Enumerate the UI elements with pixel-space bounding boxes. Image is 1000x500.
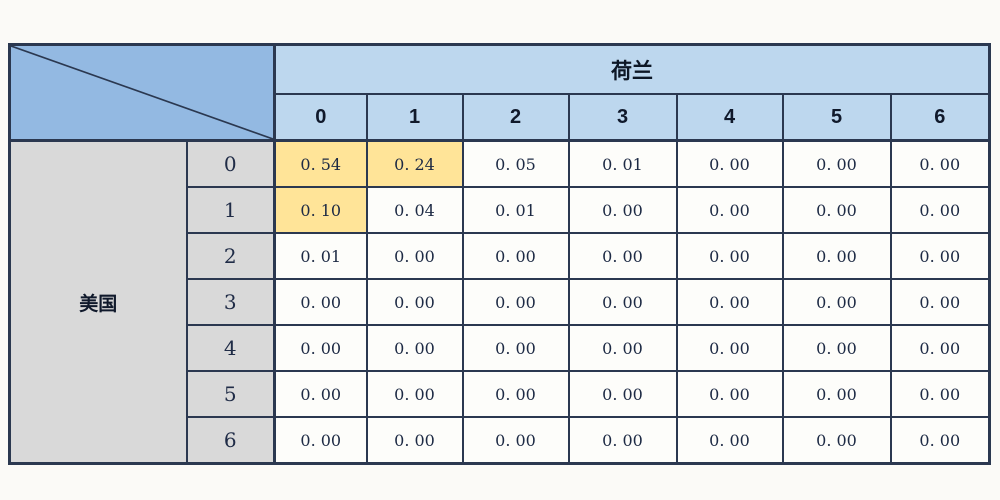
value-cell: 0. 00 bbox=[675, 416, 784, 465]
value-cell: 0. 00 bbox=[273, 324, 368, 372]
row-group-header: 美国 bbox=[8, 139, 188, 465]
value-cell: 0. 00 bbox=[889, 324, 991, 372]
table-row: 3 0. 00 0. 00 0. 00 0. 00 0. 00 0. 00 0.… bbox=[10, 278, 991, 326]
row-header-4: 4 bbox=[185, 324, 276, 372]
value-cell: 0. 00 bbox=[675, 232, 784, 280]
value-cell: 0. 00 bbox=[461, 324, 570, 372]
col-header-4: 4 bbox=[675, 93, 784, 142]
value-cell: 0. 00 bbox=[675, 139, 784, 188]
value-cell: 0. 00 bbox=[675, 324, 784, 372]
col-header-6: 6 bbox=[889, 93, 991, 142]
value-cell: 0. 00 bbox=[365, 324, 464, 372]
table-row: 美国 0 0. 54 0. 24 0. 05 0. 01 0. 00 0. 00… bbox=[8, 139, 991, 465]
corner-diagonal-cell bbox=[8, 43, 276, 142]
value-cell: 0. 01 bbox=[567, 139, 678, 188]
col-header-2: 2 bbox=[461, 93, 570, 142]
value-cell: 0. 10 bbox=[273, 186, 368, 234]
value-cell: 0. 00 bbox=[461, 416, 570, 465]
value-cell: 0. 00 bbox=[781, 232, 892, 280]
column-group-header: 荷兰 bbox=[273, 43, 991, 95]
value-cell: 0. 00 bbox=[889, 370, 991, 418]
value-cell: 0. 00 bbox=[781, 416, 892, 465]
value-cell: 0. 00 bbox=[781, 324, 892, 372]
row-header-1: 1 bbox=[185, 186, 276, 234]
col-header-1: 1 bbox=[365, 93, 464, 142]
table-row: 4 0. 00 0. 00 0. 00 0. 00 0. 00 0. 00 0.… bbox=[10, 324, 991, 372]
value-cell: 0. 00 bbox=[889, 186, 991, 234]
value-cell: 0. 00 bbox=[567, 278, 678, 326]
value-cell: 0. 00 bbox=[567, 186, 678, 234]
value-cell: 0. 00 bbox=[567, 370, 678, 418]
table-row: 0 1 2 3 4 5 6 bbox=[10, 93, 991, 142]
col-header-3: 3 bbox=[567, 93, 678, 142]
table-row: 5 0. 00 0. 00 0. 00 0. 00 0. 00 0. 00 0.… bbox=[10, 370, 991, 418]
table-row: 1 0. 10 0. 04 0. 01 0. 00 0. 00 0. 00 0.… bbox=[10, 186, 991, 234]
value-cell: 0. 00 bbox=[781, 186, 892, 234]
value-cell: 0. 00 bbox=[273, 416, 368, 465]
table-row: 2 0. 01 0. 00 0. 00 0. 00 0. 00 0. 00 0.… bbox=[10, 232, 991, 280]
value-cell: 0. 00 bbox=[889, 232, 991, 280]
value-cell: 0. 00 bbox=[675, 278, 784, 326]
value-cell: 0. 00 bbox=[567, 232, 678, 280]
value-cell: 0. 01 bbox=[273, 232, 368, 280]
value-cell: 0. 24 bbox=[365, 139, 464, 188]
value-cell: 0. 00 bbox=[889, 139, 991, 188]
probability-matrix-table: 荷兰 0 1 2 3 4 5 6 美国 0 0. 54 0. 24 0. 05 … bbox=[8, 43, 992, 465]
row-header-5: 5 bbox=[185, 370, 276, 418]
row-header-6: 6 bbox=[185, 416, 276, 465]
value-cell: 0. 00 bbox=[461, 232, 570, 280]
value-cell: 0. 00 bbox=[365, 278, 464, 326]
value-cell: 0. 00 bbox=[889, 416, 991, 465]
value-cell: 0. 00 bbox=[365, 232, 464, 280]
value-cell: 0. 00 bbox=[273, 278, 368, 326]
value-cell: 0. 00 bbox=[273, 370, 368, 418]
value-cell: 0. 00 bbox=[675, 186, 784, 234]
value-cell: 0. 00 bbox=[781, 370, 892, 418]
table-row: 6 0. 00 0. 00 0. 00 0. 00 0. 00 0. 00 0.… bbox=[10, 416, 991, 465]
value-cell: 0. 00 bbox=[461, 370, 570, 418]
table-row: 荷兰 bbox=[8, 43, 991, 142]
col-header-5: 5 bbox=[781, 93, 892, 142]
value-cell: 0. 01 bbox=[461, 186, 570, 234]
value-cell: 0. 00 bbox=[781, 139, 892, 188]
value-cell: 0. 04 bbox=[365, 186, 464, 234]
value-cell: 0. 00 bbox=[781, 278, 892, 326]
row-header-0: 0 bbox=[185, 139, 276, 188]
value-cell: 0. 00 bbox=[675, 370, 784, 418]
value-cell: 0. 54 bbox=[273, 139, 368, 188]
row-header-2: 2 bbox=[185, 232, 276, 280]
diagonal-line bbox=[11, 46, 272, 138]
row-header-3: 3 bbox=[185, 278, 276, 326]
value-cell: 0. 00 bbox=[567, 324, 678, 372]
value-cell: 0. 00 bbox=[889, 278, 991, 326]
value-cell: 0. 00 bbox=[365, 416, 464, 465]
value-cell: 0. 05 bbox=[461, 139, 570, 188]
value-cell: 0. 00 bbox=[461, 278, 570, 326]
col-header-0: 0 bbox=[273, 93, 368, 142]
value-cell: 0. 00 bbox=[365, 370, 464, 418]
value-cell: 0. 00 bbox=[567, 416, 678, 465]
